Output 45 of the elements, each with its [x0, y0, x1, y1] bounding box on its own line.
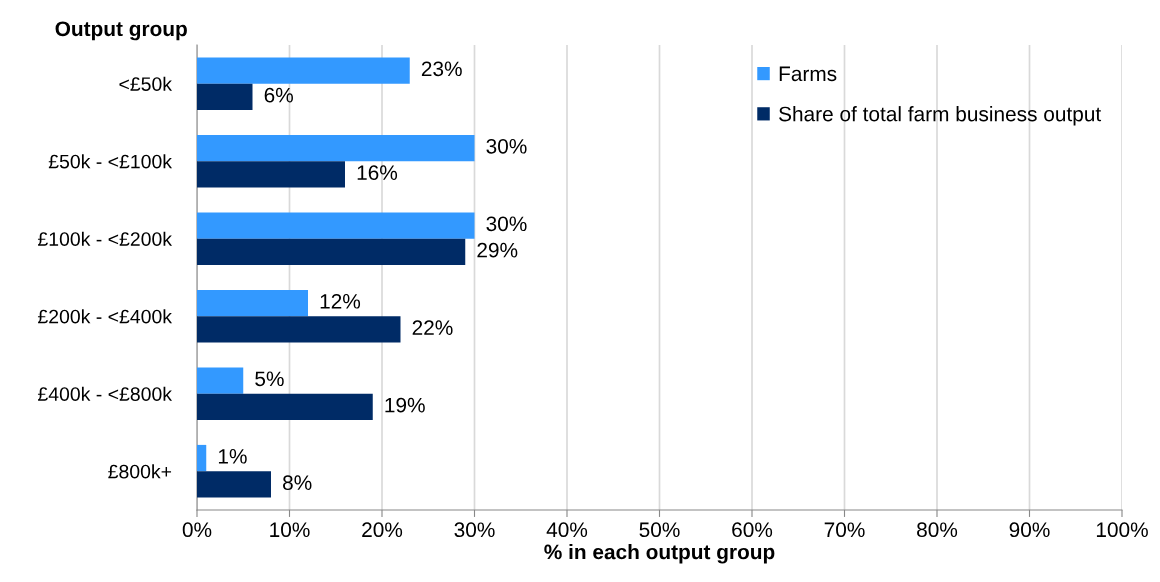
data-label: 8% [283, 475, 312, 491]
data-label: 16% [357, 165, 398, 181]
x-tick-label: 0% [182, 522, 212, 538]
y-tick-label: £200k - <£400k [37, 309, 173, 324]
data-label: 23% [421, 61, 462, 77]
bar [197, 161, 345, 188]
bar [197, 367, 244, 394]
x-tick-label: 30% [454, 522, 495, 538]
x-tick-label: 70% [824, 522, 865, 538]
data-label: 1% [218, 449, 247, 464]
data-label: 12% [320, 293, 361, 309]
data-label: 22% [412, 320, 453, 335]
legend-label: Share of total farm business output [779, 106, 1102, 126]
x-tick-label: 50% [639, 522, 680, 538]
data-label: 30% [486, 138, 527, 154]
x-tick-label: 40% [546, 522, 588, 538]
bar [197, 471, 271, 498]
y-tick-label: £400k - <£800k [37, 386, 173, 401]
y-tick-label: £50k - <£100k [48, 154, 173, 169]
data-label: 30% [486, 216, 527, 232]
data-label: 6% [264, 87, 293, 103]
x-tick-label: 20% [362, 522, 403, 538]
bar [197, 57, 410, 84]
bar [197, 316, 401, 343]
x-tick-label: 100% [1096, 522, 1148, 538]
x-tick-label: 80% [917, 522, 958, 538]
bar [197, 83, 253, 111]
data-label: 19% [385, 397, 425, 413]
y-tick-label: £100k - <£200k [37, 231, 173, 246]
bar [197, 134, 475, 162]
bar [197, 393, 373, 421]
bar [197, 444, 207, 472]
y-tick-label: £800k+ [108, 464, 172, 479]
x-tick-label: 60% [732, 522, 773, 538]
data-label: 29% [477, 242, 518, 258]
y-tick-label: <£50k [119, 76, 173, 91]
x-axis-title: % in each output group [544, 544, 775, 564]
x-tick-label: 10% [270, 522, 310, 538]
y-axis-title: Output group [55, 21, 187, 41]
bar [197, 212, 475, 239]
data-label: 5% [255, 371, 284, 387]
bar [197, 289, 308, 317]
legend-label: Farms [779, 66, 837, 82]
x-tick-label: 90% [1009, 522, 1050, 538]
bar [197, 238, 466, 266]
